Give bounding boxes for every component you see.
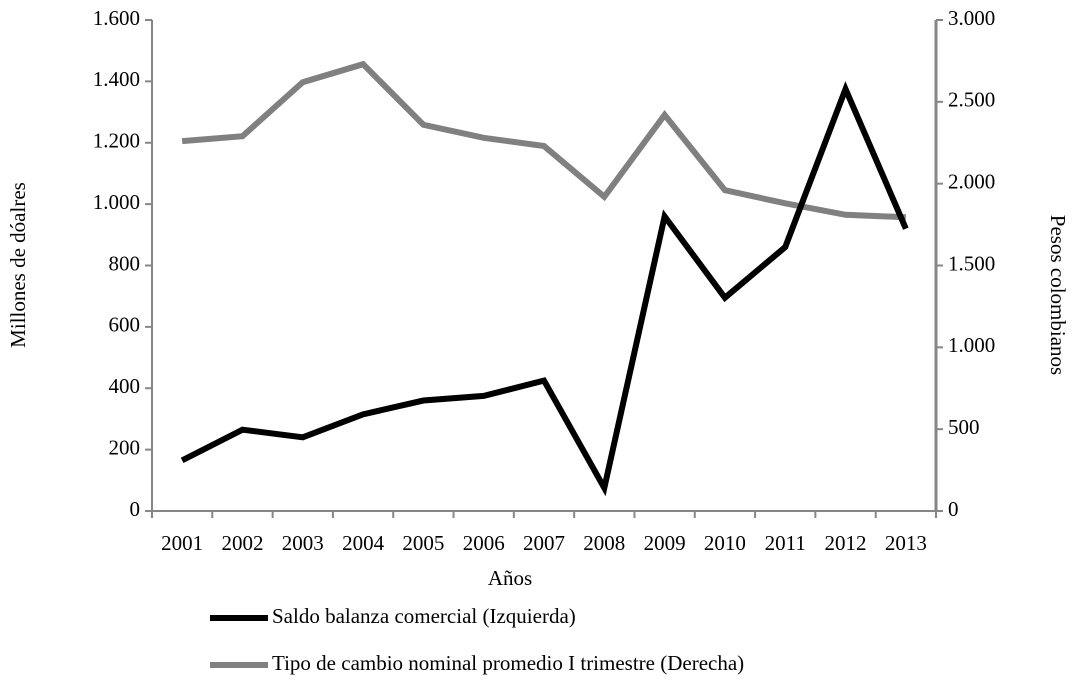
x-tick-label: 2008 [583,531,625,555]
x-tick-label: 2005 [402,531,444,555]
y2-tick-label: 0 [948,497,959,521]
legend-label: Saldo balanza comercial (Izquierda) [272,604,576,628]
x-tick-label: 2003 [282,531,324,555]
legend-label: Tipo de cambio nominal promedio I trimes… [272,651,744,675]
y-tick-label: 200 [109,435,141,459]
x-tick-label: 2007 [523,531,565,555]
line-series [181,60,906,221]
y-tick-label: 1.200 [93,129,140,153]
x-tick-label: 2012 [825,531,867,555]
x-tick-label: 2006 [463,531,505,555]
y2-axis-label: Pesos colombianos [1046,215,1070,375]
x-tick-label: 2013 [885,531,927,555]
y-tick-label: 1.400 [93,67,140,91]
x-tick-label: 2002 [221,531,263,555]
y2-tick-label: 1.000 [948,333,995,357]
y2-tick-label: 3.000 [948,6,995,30]
x-tick-label: 2004 [342,531,385,555]
y-tick-label: 1.600 [93,6,140,30]
x-tick-label: 2011 [765,531,806,555]
y2-tick-label: 2.500 [948,88,995,112]
y2-tick-label: 1.500 [948,251,995,275]
x-tick-label: 2010 [704,531,746,555]
y-tick-label: 400 [109,374,141,398]
y2-tick-label: 2.000 [948,169,995,193]
x-axis-label: Años [488,566,532,590]
y-tick-label: 0 [130,497,141,521]
y-tick-label: 800 [109,251,141,275]
x-tick-label: 2001 [161,531,203,555]
y-tick-label: 600 [109,313,141,337]
x-tick-label: 2009 [644,531,686,555]
line-series [180,81,909,497]
y2-tick-label: 500 [948,415,980,439]
y-axis-label: Millones de dóalres [6,182,30,348]
y-tick-label: 1.000 [93,190,140,214]
